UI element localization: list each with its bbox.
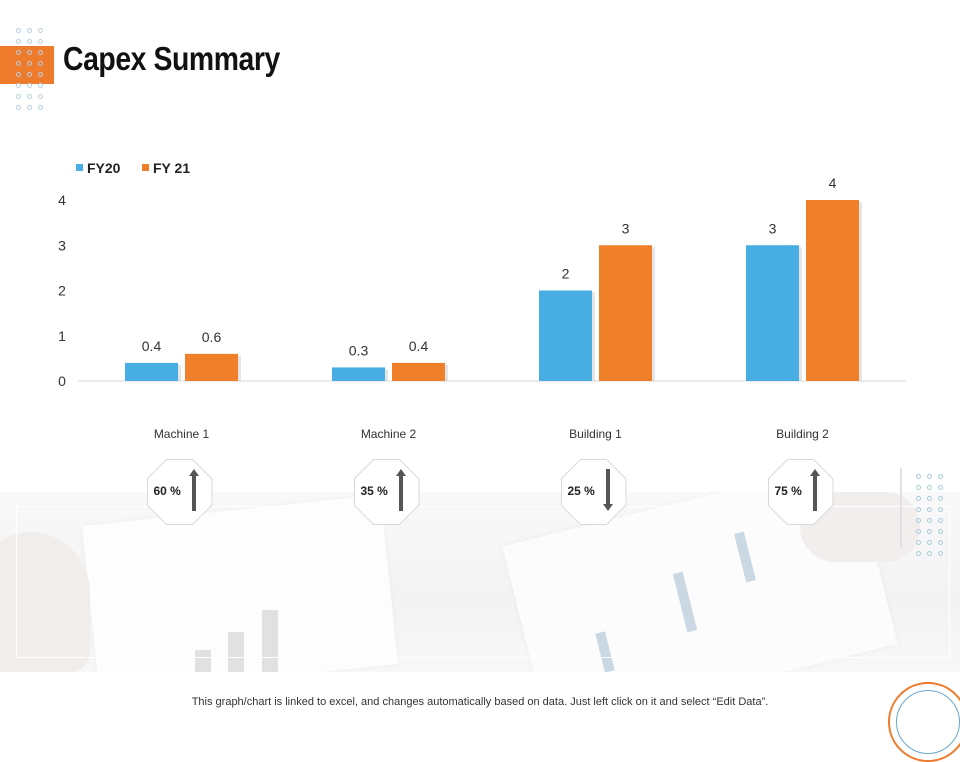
capex-bar-chart[interactable]: FY20 FY 21 0 1 2 3 4 0.4 0.6 0.3 0.4 2 3 3 4 Machine… (0, 0, 960, 460)
page-title: Capex Summary (63, 40, 280, 77)
x-category-label: Building 2 (776, 427, 829, 441)
data-label: 3 (769, 220, 777, 236)
data-label: 0.6 (202, 329, 222, 345)
data-label: 0.4 (142, 338, 162, 354)
x-category-label: Building 1 (569, 427, 622, 441)
bar-fy21-machine-1 (185, 353, 238, 381)
growth-badge: 35 % (353, 459, 420, 525)
y-tick-label: 4 (58, 192, 66, 208)
bar-fy20-machine-1 (125, 362, 178, 381)
legend-label: FY 21 (153, 160, 190, 176)
chart-legend: FY20 FY 21 (76, 160, 190, 176)
y-tick-label: 2 (58, 283, 66, 299)
badge-percent: 25 % (567, 484, 595, 498)
legend-swatch (76, 164, 83, 171)
legend-label: FY20 (87, 160, 121, 176)
background-bar (228, 632, 244, 672)
y-axis: 0 1 2 3 4 (58, 192, 66, 389)
y-tick-label: 0 (58, 373, 66, 389)
bar-fy20-machine-2 (332, 367, 385, 381)
growth-badge: 60 % (146, 459, 213, 525)
dot-pattern-top-left (16, 28, 43, 110)
arrow-down-icon (602, 469, 613, 511)
growth-badge: 75 % (767, 459, 834, 525)
badge-percent: 35 % (360, 484, 388, 498)
decorative-divider (900, 468, 902, 548)
bar-fy20-building-2 (746, 245, 799, 381)
bar-series: 0.4 0.6 0.3 0.4 2 3 3 4 (125, 175, 862, 381)
data-label: 3 (622, 220, 630, 236)
growth-badge: 25 % (560, 459, 627, 525)
arrow-up-icon (809, 469, 820, 511)
legend-swatch (142, 164, 149, 171)
y-tick-label: 1 (58, 328, 66, 344)
arrow-up-icon (188, 469, 199, 511)
background-bar (195, 650, 211, 672)
x-category-label: Machine 1 (154, 427, 210, 441)
background-bar (262, 610, 278, 672)
footer-note: This graph/chart is linked to excel, and… (191, 696, 769, 708)
bar-fy21-machine-2 (392, 362, 445, 381)
bar-fy21-building-1 (599, 245, 652, 381)
corner-decoration-circle-inner (896, 690, 960, 754)
data-label: 2 (562, 266, 570, 282)
bar-fy20-building-1 (539, 290, 592, 381)
background-hand-left (0, 532, 90, 672)
badge-octagon (354, 460, 419, 524)
badge-percent: 75 % (774, 484, 802, 498)
x-category-label: Machine 2 (361, 427, 417, 441)
data-label: 0.4 (409, 338, 429, 354)
dot-pattern-right (916, 474, 943, 556)
bar-fy21-building-2 (806, 200, 859, 381)
badge-octagon (768, 460, 833, 524)
decorative-frame (16, 506, 950, 658)
y-tick-label: 3 (58, 237, 66, 253)
data-label: 0.3 (349, 342, 369, 358)
badge-percent: 60 % (153, 484, 181, 498)
badge-octagon (561, 460, 626, 524)
arrow-up-icon (395, 469, 406, 511)
data-label: 4 (829, 175, 837, 191)
x-axis: Machine 1 Machine 2 Building 1 Building 2 (154, 427, 829, 441)
badge-octagon (147, 460, 212, 524)
